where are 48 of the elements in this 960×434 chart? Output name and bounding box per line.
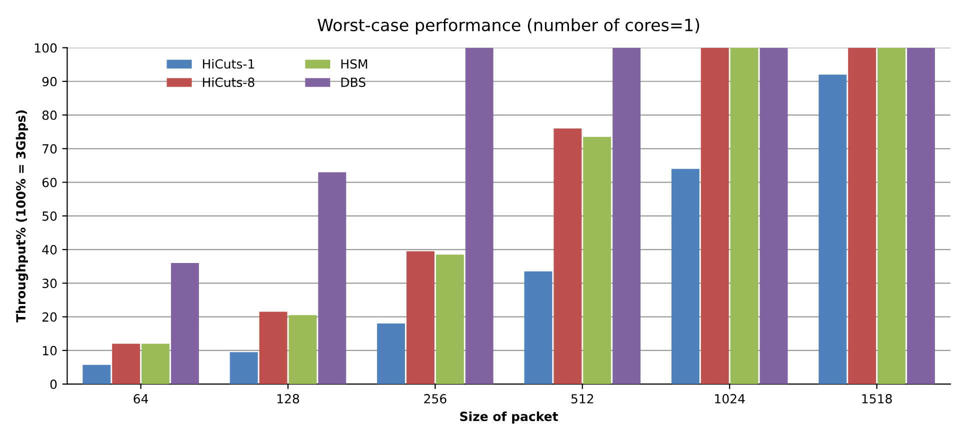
bar [612, 48, 641, 384]
bar [259, 312, 288, 384]
y-tick-label: 80 [42, 110, 57, 120]
y-tick-label: 70 [42, 144, 57, 154]
x-tick-label: 256 [424, 394, 446, 404]
bar [671, 168, 700, 384]
y-axis-title: Throughput% (100% = 3Gbps) [16, 110, 28, 322]
y-tick-label: 100 [34, 43, 57, 53]
bar [818, 74, 847, 384]
bar [848, 48, 876, 384]
y-tick-label: 40 [42, 245, 57, 254]
legend-label: HiCuts-8 [202, 77, 254, 88]
bar [524, 271, 552, 384]
bar [318, 172, 346, 384]
bar [82, 364, 111, 384]
bar [406, 251, 434, 384]
bar [142, 344, 170, 384]
y-tick-label: 10 [42, 346, 57, 356]
bar [700, 48, 729, 384]
bar [760, 48, 788, 384]
x-tick-label: 512 [571, 394, 594, 404]
bar [288, 315, 317, 384]
legend-label: HSM [341, 59, 368, 69]
x-tick-label: 1518 [862, 394, 892, 404]
x-axis-title: Size of packet [460, 411, 558, 424]
y-tick-label: 30 [42, 278, 57, 288]
bar [730, 48, 758, 384]
bar [377, 324, 406, 384]
bar [465, 48, 494, 384]
legend-label: HiCuts-1 [202, 58, 254, 69]
bar [436, 254, 464, 384]
y-tick-label: 90 [42, 76, 57, 86]
x-tick-label: 1024 [715, 394, 745, 404]
x-tick-label: 64 [134, 394, 148, 404]
bar [878, 48, 906, 384]
bar [906, 48, 935, 384]
y-tick-label: 60 [42, 178, 57, 188]
legend-label: DBS [341, 78, 366, 88]
x-tick-label: 128 [277, 394, 300, 404]
y-tick-label: 20 [42, 312, 57, 322]
bar [170, 263, 199, 384]
bar [230, 352, 258, 384]
bar [112, 344, 140, 384]
y-tick-label: 50 [42, 211, 57, 221]
bar [554, 128, 582, 384]
bar [583, 136, 612, 384]
y-tick-label: 0 [50, 380, 57, 390]
chart-title: Worst-case performance (number of cores=1) [318, 18, 700, 35]
